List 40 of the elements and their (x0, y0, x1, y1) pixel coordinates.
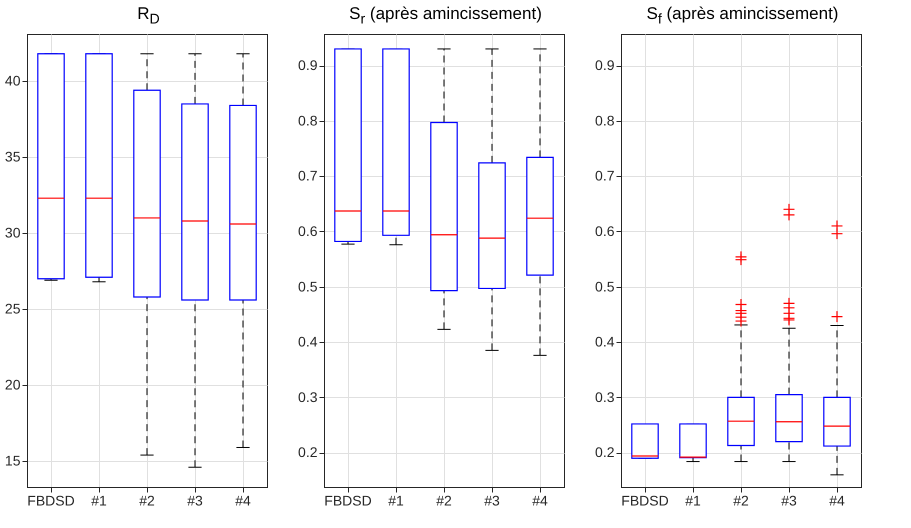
y-tick-label: 0.4 (298, 334, 318, 350)
y-tick-label: 0.7 (298, 168, 318, 184)
x-tick-label: #2 (139, 492, 155, 508)
y-tick-label: 20 (4, 376, 21, 393)
x-tick-label: #3 (187, 492, 203, 508)
y-tick-label: 0.8 (595, 112, 615, 128)
y-tick-label: 0.3 (298, 388, 318, 405)
chart-title: S$_{r}$ (après amincissement) (348, 4, 543, 30)
x-tick-label: #4 (532, 492, 548, 508)
y-tick-label: 40 (4, 72, 21, 89)
y-tick-label: 0.3 (595, 388, 615, 405)
x-tick-label: #1 (91, 492, 107, 508)
x-tick-label: #4 (235, 492, 251, 508)
y-tick-label: 0.9 (595, 57, 615, 74)
x-tick-label: #3 (484, 492, 500, 508)
y-tick-label: 0.6 (595, 222, 615, 239)
y-tick-label: 0.9 (298, 57, 318, 74)
chart-title: R$_{D}$ (136, 4, 161, 30)
y-tick-label: 35 (4, 148, 21, 165)
x-tick-label: FBDSD (621, 492, 669, 508)
y-tick-label: 0.6 (298, 222, 318, 239)
chart-title: S$_{f}$ (après amincissement) (646, 4, 840, 30)
x-tick-label: #2 (436, 492, 452, 508)
y-tick-label: 0.5 (595, 278, 615, 294)
x-tick-label: #3 (781, 492, 797, 508)
y-tick-label: 0.2 (298, 444, 318, 460)
y-tick-label: 0.5 (298, 278, 318, 294)
y-tick-label: 0.4 (595, 334, 615, 350)
y-tick-label: 0.8 (298, 112, 318, 128)
x-tick-label: #1 (685, 492, 701, 508)
y-tick-label: 30 (4, 224, 21, 241)
x-tick-label: #2 (733, 492, 749, 508)
y-tick-label: 0.7 (595, 168, 615, 184)
y-tick-label: 25 (4, 300, 21, 317)
x-tick-label: #1 (388, 492, 404, 508)
x-tick-label: FBDSD (27, 492, 75, 508)
y-tick-label: 15 (4, 452, 21, 469)
x-tick-label: #4 (829, 492, 845, 508)
x-tick-label: FBDSD (324, 492, 372, 508)
y-tick-label: 0.2 (595, 444, 615, 460)
